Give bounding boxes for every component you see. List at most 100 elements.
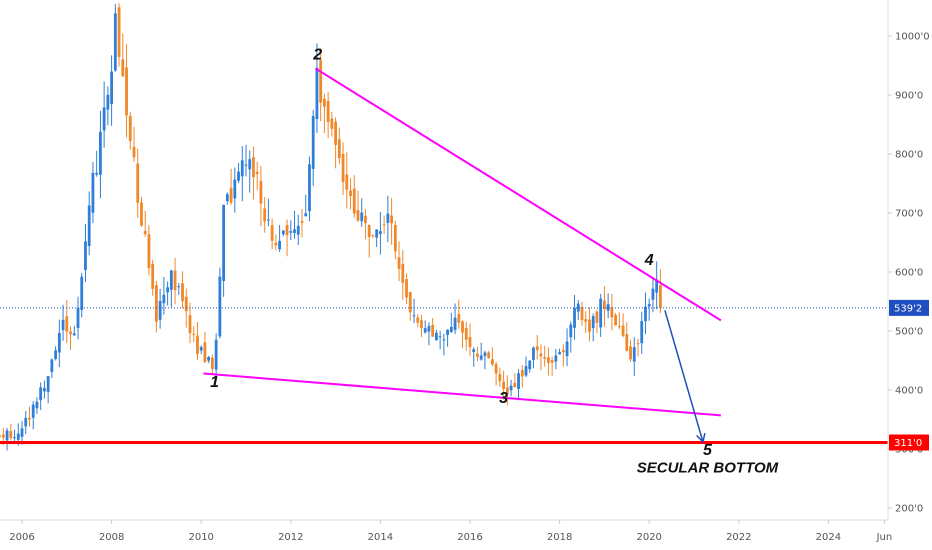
candle-body: [625, 334, 629, 351]
candle-body: [289, 231, 293, 233]
candle-body: [199, 347, 203, 351]
candle-body: [84, 241, 87, 270]
candle-body: [334, 121, 337, 145]
candle-body: [192, 333, 196, 335]
wave-label-3: 3: [499, 390, 508, 407]
candle-body: [569, 324, 573, 338]
candle-body: [438, 336, 442, 338]
candle-body: [483, 352, 487, 357]
candle-body: [364, 215, 367, 224]
candle-body: [491, 359, 494, 365]
candle-body: [584, 319, 588, 322]
candle-body: [345, 174, 349, 190]
candle-body: [184, 296, 188, 312]
candle-body: [39, 387, 43, 401]
time-axis[interactable]: 2006 2008 2010 2012 2014 2016 2018 2020 2022 2024…: [9, 520, 892, 543]
candle-body: [606, 304, 610, 311]
candle-body: [405, 279, 408, 298]
candle-body: [50, 359, 54, 372]
candle-body: [233, 179, 237, 199]
price-candles: [0, 3, 662, 451]
candle-body: [140, 202, 143, 226]
candle-body: [28, 417, 31, 420]
candle-body: [20, 428, 24, 437]
candle-body: [121, 59, 125, 77]
candle-body: [446, 329, 449, 335]
time-tick-label: 2022: [726, 532, 751, 543]
candle-body: [412, 315, 416, 317]
candle-body: [573, 307, 576, 328]
candle-body: [72, 333, 76, 336]
candle-body: [54, 350, 57, 359]
candle-body: [151, 263, 155, 289]
candle-body: [610, 307, 614, 318]
candle-body: [580, 306, 584, 321]
candle-body: [632, 347, 636, 362]
wave-label-5: 5: [703, 442, 713, 459]
candle-body: [244, 164, 248, 166]
candle-body: [468, 337, 472, 348]
candle-body: [520, 369, 524, 377]
candle-body: [509, 385, 513, 391]
candle-body: [629, 346, 632, 360]
candle-body: [502, 381, 505, 389]
candle-body: [464, 327, 468, 340]
projection-arrow-head: [696, 432, 706, 444]
lower-trendline: [203, 372, 721, 417]
wave-label-1: 1: [210, 374, 219, 391]
candle-body: [326, 100, 330, 122]
candle-body: [218, 276, 222, 337]
candle-body: [46, 376, 50, 392]
candle-body: [449, 326, 453, 333]
candle-body: [371, 235, 375, 237]
candle-body: [296, 225, 300, 235]
candle-body: [558, 352, 561, 355]
candle-body: [136, 163, 140, 203]
candle-body: [259, 181, 263, 204]
candle-body: [65, 316, 69, 332]
current-price-tag-label: 539'2: [894, 303, 922, 314]
candle-body: [196, 335, 199, 354]
candle-body: [99, 131, 102, 175]
candle-body: [285, 225, 289, 236]
candle-body: [125, 67, 128, 116]
candle-body: [532, 347, 535, 360]
candle-body: [472, 349, 476, 352]
candle-body: [304, 213, 308, 217]
candle-body: [640, 321, 644, 344]
time-tick-label: Jun: [876, 532, 893, 543]
candle-body: [222, 204, 225, 282]
candle-body: [547, 357, 550, 363]
candle-body: [416, 317, 420, 323]
current-price-tag-box: [889, 299, 929, 316]
price-tick-label: 400'0: [895, 386, 923, 397]
trendlines-layer: [0, 67, 888, 445]
candle-body: [158, 300, 162, 320]
candle-body: [35, 401, 39, 409]
candle-body: [300, 221, 304, 223]
candle-body: [16, 433, 20, 440]
candle-body: [143, 231, 147, 235]
candle-body: [636, 343, 640, 345]
candle-body: [43, 388, 46, 392]
price-tick-label: 600'0: [895, 268, 923, 279]
candle-body: [382, 224, 386, 226]
candle-body: [177, 286, 181, 288]
wave-label-4: 4: [644, 252, 654, 269]
candle-body: [360, 212, 364, 222]
candle-body: [651, 288, 655, 300]
candle-body: [106, 94, 110, 110]
candle-body: [91, 172, 95, 213]
candle-body: [427, 325, 431, 332]
candle-body: [647, 304, 651, 307]
candle-body: [128, 115, 132, 142]
candle-body: [401, 263, 405, 283]
candle-body: [599, 298, 603, 328]
candle-body: [517, 373, 520, 389]
wave-label-2: 2: [312, 47, 322, 64]
candle-body: [248, 159, 252, 170]
candle-body: [315, 67, 319, 120]
